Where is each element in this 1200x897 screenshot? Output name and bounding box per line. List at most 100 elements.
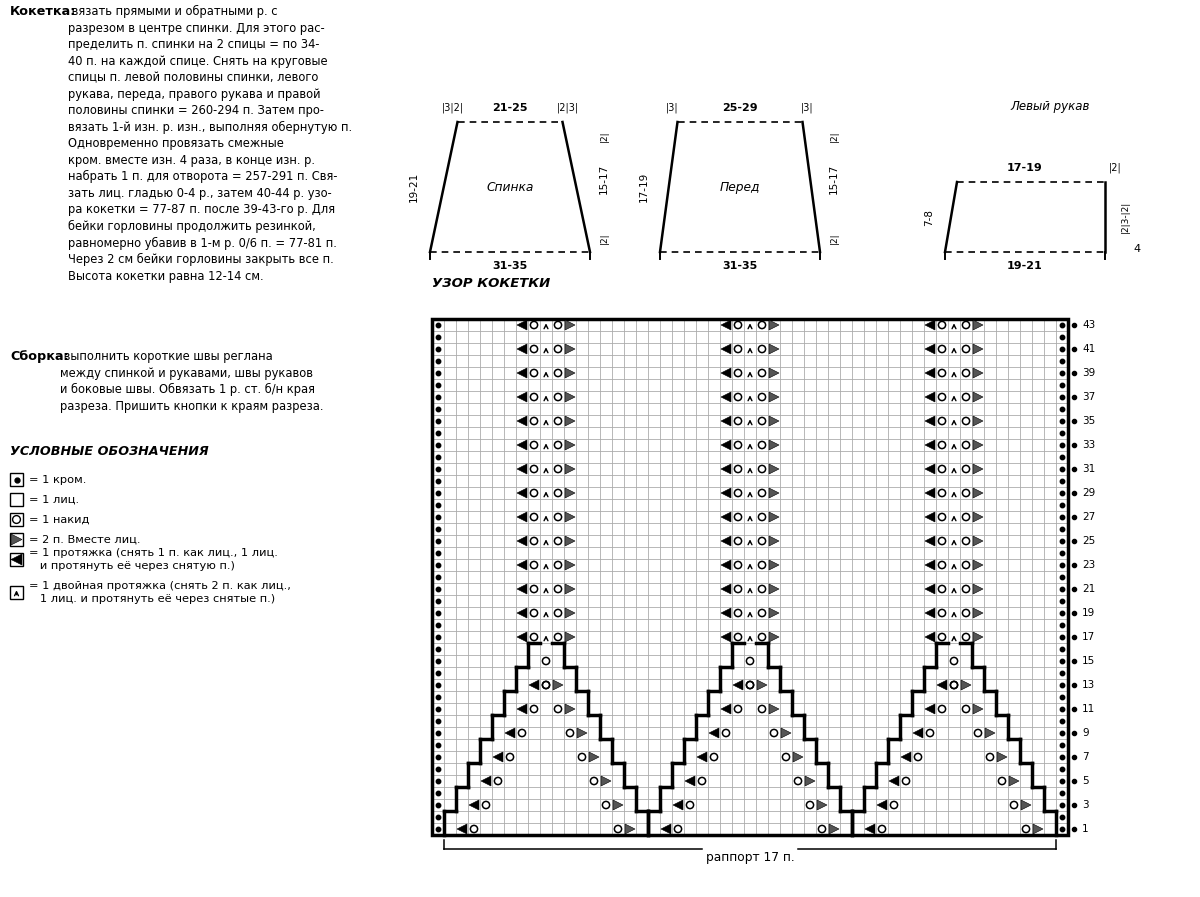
Bar [828, 367, 840, 379]
Bar [684, 379, 696, 391]
Bar [528, 667, 540, 679]
Bar [816, 367, 828, 379]
Bar [564, 547, 576, 559]
Bar [804, 751, 816, 763]
Bar [888, 511, 900, 523]
Bar [936, 403, 948, 415]
Bar [828, 475, 840, 487]
Bar [852, 799, 864, 811]
Bar [960, 619, 972, 631]
Bar [1044, 715, 1056, 727]
Bar [996, 439, 1008, 451]
Bar [792, 631, 804, 643]
Bar [552, 559, 564, 571]
Bar [972, 643, 984, 655]
Bar [516, 583, 528, 595]
Bar [888, 703, 900, 715]
Bar [1056, 583, 1068, 595]
Bar [636, 403, 648, 415]
Bar [972, 475, 984, 487]
Bar [540, 763, 552, 775]
Bar [504, 499, 516, 511]
Bar [528, 547, 540, 559]
Bar [864, 667, 876, 679]
Bar [744, 715, 756, 727]
Bar [684, 367, 696, 379]
Bar [1008, 523, 1020, 535]
Bar [696, 811, 708, 823]
Bar [924, 391, 936, 403]
Bar [780, 571, 792, 583]
Bar [480, 643, 492, 655]
Bar [1032, 583, 1044, 595]
Bar [936, 511, 948, 523]
Text: 15-17: 15-17 [829, 164, 839, 194]
Bar [744, 439, 756, 451]
Bar [1020, 619, 1032, 631]
Text: раппорт 17 п.: раппорт 17 п. [706, 850, 794, 864]
Polygon shape [493, 752, 503, 762]
Bar [924, 571, 936, 583]
Bar [768, 571, 780, 583]
Polygon shape [973, 632, 983, 642]
Bar [840, 559, 852, 571]
Polygon shape [769, 536, 779, 546]
Bar [852, 379, 864, 391]
Bar [624, 775, 636, 787]
Bar [816, 763, 828, 775]
Bar [900, 619, 912, 631]
Bar [624, 415, 636, 427]
Bar [540, 427, 552, 439]
Bar [648, 643, 660, 655]
Bar [540, 355, 552, 367]
Bar [984, 463, 996, 475]
Bar [468, 511, 480, 523]
Bar [732, 703, 744, 715]
Text: 5: 5 [1082, 776, 1088, 786]
Bar [732, 655, 744, 667]
Bar [648, 535, 660, 547]
Bar [552, 343, 564, 355]
Bar [528, 691, 540, 703]
Bar [864, 511, 876, 523]
Bar [432, 379, 444, 391]
Bar [648, 379, 660, 391]
Bar [936, 367, 948, 379]
Bar [504, 355, 516, 367]
Bar [480, 331, 492, 343]
Bar [624, 727, 636, 739]
Polygon shape [517, 440, 527, 450]
Bar [864, 559, 876, 571]
Bar [564, 559, 576, 571]
Bar [936, 415, 948, 427]
Bar [804, 679, 816, 691]
Bar [720, 319, 732, 331]
Bar [720, 751, 732, 763]
Bar [540, 631, 552, 643]
Bar [888, 403, 900, 415]
Bar [576, 643, 588, 655]
Bar [540, 547, 552, 559]
Polygon shape [721, 512, 731, 522]
Bar [960, 499, 972, 511]
Bar [828, 319, 840, 331]
Bar [432, 607, 444, 619]
Bar [432, 823, 444, 835]
Bar [972, 763, 984, 775]
Bar [444, 739, 456, 751]
Bar [444, 691, 456, 703]
Bar [1032, 451, 1044, 463]
Bar [936, 463, 948, 475]
Bar [444, 451, 456, 463]
Bar [432, 487, 444, 499]
Bar [708, 523, 720, 535]
Bar [636, 703, 648, 715]
Bar [768, 511, 780, 523]
Bar [840, 379, 852, 391]
Bar [792, 547, 804, 559]
Bar [948, 367, 960, 379]
Bar [804, 367, 816, 379]
Bar [876, 523, 888, 535]
Bar [732, 763, 744, 775]
Bar [828, 727, 840, 739]
